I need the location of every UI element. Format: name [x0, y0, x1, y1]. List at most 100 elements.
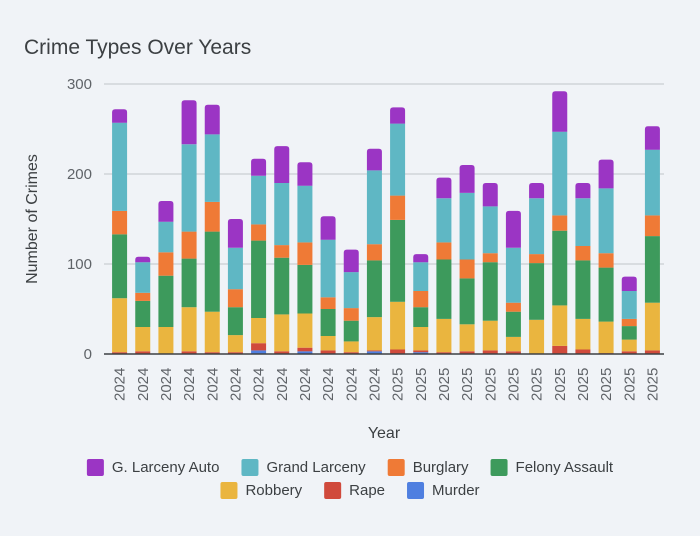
bar-segment-rape [366, 350, 382, 352]
bar-segment-burglary [343, 308, 359, 321]
bar-segment-robbery [366, 317, 382, 351]
bar-segment-g-larceny-auto [158, 201, 174, 222]
x-tick-label: 2024 [204, 368, 221, 401]
bar-stack [575, 183, 591, 354]
bar-segment-robbery [227, 335, 243, 353]
bar-segment-grand-larceny [112, 122, 128, 211]
legend-item[interactable]: G. Larceny Auto [86, 459, 220, 476]
bar-stack [320, 216, 336, 354]
bar-segment-felony-assault [552, 230, 568, 306]
bar-segment-robbery [459, 324, 475, 352]
legend-item[interactable]: Murder [407, 482, 480, 499]
bar-segment-robbery [621, 339, 637, 352]
bar-segment-burglary [621, 318, 637, 327]
bar-segment-grand-larceny [366, 170, 382, 245]
bar-segment-felony-assault [135, 300, 151, 327]
x-tick-label: 2024 [274, 368, 291, 401]
x-tick-label: 2025 [529, 368, 546, 401]
bar-segment-burglary [366, 244, 382, 261]
bar-segment-g-larceny-auto [297, 162, 313, 186]
x-tick-label: 2024 [135, 368, 152, 401]
bar-stack [390, 107, 406, 354]
bar-segment-rape [297, 347, 313, 352]
bar-segment-murder [251, 350, 267, 354]
bar-stack [644, 126, 660, 354]
bar-segment-robbery [482, 320, 498, 351]
x-tick-label: 2024 [343, 368, 360, 401]
bar-segment-rape [204, 352, 220, 354]
bar-segment-burglary [227, 289, 243, 308]
bar-segment-burglary [529, 254, 545, 264]
bar-segment-rape [575, 349, 591, 354]
bar-segment-felony-assault [112, 234, 128, 299]
bar-segment-murder [366, 351, 382, 354]
x-tick-label: 2024 [158, 368, 175, 401]
bar-segment-murder [413, 352, 429, 354]
bar-segment-felony-assault [436, 259, 452, 319]
bar-segment-g-larceny-auto [251, 158, 267, 176]
bar-segment-rape [274, 351, 290, 354]
bar-segment-g-larceny-auto [366, 148, 382, 171]
legend-item[interactable]: Rape [324, 482, 385, 499]
bar-segment-robbery [320, 336, 336, 351]
bar-segment-burglary [505, 302, 521, 312]
bar-segment-robbery [181, 307, 197, 352]
x-tick-label: 2025 [621, 368, 638, 401]
bar-segment-grand-larceny [181, 144, 197, 232]
x-tick-label: 2025 [390, 368, 407, 401]
bar-segment-grand-larceny [343, 272, 359, 309]
bar-segment-g-larceny-auto [644, 126, 660, 150]
bar-segment-g-larceny-auto [505, 210, 521, 248]
bar-stack [436, 177, 452, 354]
bar-segment-burglary [644, 215, 660, 237]
bar-segment-g-larceny-auto [459, 165, 475, 193]
bars [112, 91, 660, 354]
legend-item[interactable]: Burglary [387, 459, 469, 476]
bar-stack [135, 256, 151, 354]
y-axis-ticks: 0 100 200 300 [67, 76, 92, 363]
bar-segment-rape [135, 351, 151, 354]
bar-stack [366, 148, 382, 354]
bar-segment-burglary [181, 231, 197, 259]
bar-stack [181, 100, 197, 354]
bar-segment-burglary [135, 292, 151, 301]
bar-segment-felony-assault [297, 264, 313, 314]
bar-segment-grand-larceny [575, 198, 591, 246]
bar-segment-grand-larceny [529, 198, 545, 255]
legend-label: G. Larceny Auto [112, 459, 220, 476]
bar-segment-g-larceny-auto [598, 159, 614, 189]
bar-segment-grand-larceny [158, 221, 174, 253]
bar-segment-grand-larceny [482, 206, 498, 254]
bar-segment-g-larceny-auto [529, 183, 545, 199]
chart-title: Crime Types Over Years [24, 36, 251, 59]
legend-item[interactable]: Grand Larceny [241, 459, 366, 476]
bar-segment-g-larceny-auto [621, 276, 637, 291]
gridlines [104, 83, 664, 265]
bar-segment-felony-assault [644, 236, 660, 303]
bar-segment-felony-assault [413, 307, 429, 327]
legend-swatch [407, 482, 425, 499]
bar-segment-grand-larceny [227, 247, 243, 290]
bar-segment-rape [621, 351, 637, 354]
bar-segment-felony-assault [251, 240, 267, 318]
x-tick-label: 2024 [227, 368, 244, 401]
bar-segment-g-larceny-auto [204, 104, 220, 135]
bar-segment-rape [227, 352, 243, 354]
bar-segment-burglary [575, 246, 591, 261]
x-tick-label: 2025 [413, 368, 430, 401]
legend-label: Murder [432, 482, 480, 499]
legend-item[interactable]: Robbery [220, 482, 303, 499]
x-axis-ticks: 2024 2024 2024 2024 2024 2024 2024 2024 2024 2024… [112, 368, 662, 401]
x-tick-label: 2025 [436, 368, 453, 401]
legend-label: Burglary [413, 459, 469, 476]
bar-segment-g-larceny-auto [390, 107, 406, 124]
bar-stack [621, 276, 637, 354]
legend-label: Felony Assault [516, 459, 614, 476]
legend-label: Rape [349, 482, 385, 499]
x-tick-label: 2025 [482, 368, 499, 401]
bar-segment-grand-larceny [320, 239, 336, 298]
bar-segment-g-larceny-auto [227, 219, 243, 248]
x-tick-label: 2025 [552, 368, 569, 401]
legend-item[interactable]: Felony Assault [490, 459, 614, 476]
